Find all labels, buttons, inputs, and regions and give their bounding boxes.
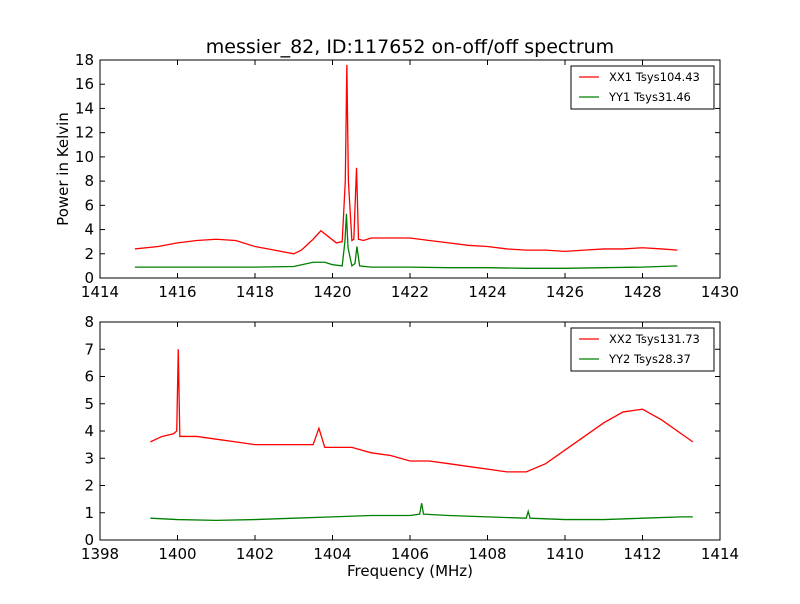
- legend-label: XX1 Tsys104.43: [609, 70, 700, 84]
- x-tick-label: 1418: [236, 283, 274, 301]
- chart-panel-2: 1398 1400 1402 1404 1406 1408 1410 1412 1414 0 1 2 3…: [81, 313, 739, 580]
- x-tick-label: 1406: [391, 545, 429, 563]
- x-axis-label: Frequency (MHz): [347, 562, 473, 580]
- y-tick-label: 3: [84, 449, 94, 467]
- x-tick-label: 1414: [701, 545, 739, 563]
- y-tick-label: 10: [75, 148, 94, 166]
- x-tick-label: 1400: [158, 545, 196, 563]
- legend: XX1 Tsys104.43 YY1 Tsys31.46: [570, 65, 715, 110]
- x-tick-label: 1410: [546, 545, 584, 563]
- legend-box: [570, 327, 715, 372]
- y-tick-label: 12: [75, 124, 94, 142]
- x-tick-label: 1404: [313, 545, 351, 563]
- y-tick-label: 14: [75, 99, 94, 117]
- y-tick-label: 7: [84, 340, 94, 358]
- x-tick-label: 1408: [468, 545, 506, 563]
- x-tick-label: 1420: [313, 283, 351, 301]
- x-tick-label: 1426: [546, 283, 584, 301]
- legend-label: XX2 Tsys131.73: [609, 332, 700, 346]
- series-line-1-1: [134, 64, 678, 255]
- y-tick-label: 6: [84, 368, 94, 386]
- series-line-1-2: [134, 213, 678, 269]
- y-axis-label: Power in Kelvin: [54, 112, 72, 226]
- y-tick-label: 0: [84, 531, 94, 549]
- x-tick-label: 1402: [236, 545, 274, 563]
- series-line-2-2: [150, 503, 693, 522]
- x-tick-label: 1428: [623, 283, 661, 301]
- y-tick-label: 1: [84, 504, 94, 522]
- x-tick-label: 1422: [391, 283, 429, 301]
- y-tick-label: 4: [84, 221, 94, 239]
- y-tick-label: 8: [84, 172, 94, 190]
- y-tick-label: 18: [75, 51, 94, 69]
- y-tick-label: 5: [84, 395, 94, 413]
- x-tick-label: 1412: [623, 545, 661, 563]
- y-tick-label: 16: [75, 75, 94, 93]
- chart-panels: 1414 1416 1418 1420 1422 1424 1426 1428 14300246…: [54, 51, 739, 580]
- x-tick-label: 1398: [81, 545, 119, 563]
- x-tick-label: 1414: [81, 283, 119, 301]
- legend: XX2 Tsys131.73 YY2 Tsys28.37: [570, 327, 715, 372]
- y-tick-label: 4: [84, 422, 94, 440]
- series-line-2-1: [150, 349, 694, 473]
- y-tick-label: 2: [84, 477, 94, 495]
- y-tick-label: 2: [84, 245, 94, 263]
- y-tick-label: 8: [84, 313, 94, 331]
- y-tick-label: 0: [84, 269, 94, 287]
- x-tick-label: 1424: [468, 283, 506, 301]
- chart-title: messier_82, ID:117652 on-off/off spectru…: [206, 36, 614, 58]
- legend-box: [570, 65, 715, 110]
- legend-label: YY2 Tsys28.37: [608, 352, 691, 366]
- chart-panel-1: 1414 1416 1418 1420 1422 1424 1426 1428 14300246…: [54, 51, 739, 301]
- x-tick-label: 1430: [701, 283, 739, 301]
- x-tick-label: 1416: [158, 283, 196, 301]
- legend-label: YY1 Tsys31.46: [608, 90, 691, 104]
- y-tick-label: 6: [84, 196, 94, 214]
